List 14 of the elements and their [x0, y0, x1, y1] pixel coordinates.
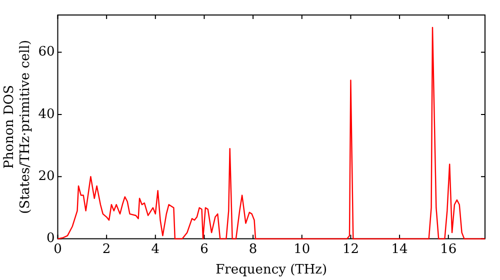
x-tick-label: 8 [248, 242, 258, 257]
x-tick-label: 10 [294, 242, 310, 257]
x-tick-label: 6 [200, 242, 208, 257]
y-tick-label: 60 [38, 44, 55, 60]
x-tick-label: 14 [391, 242, 408, 257]
x-tick-label: 16 [440, 242, 457, 257]
x-tick-label: 4 [151, 242, 160, 257]
y-tick-label: 20 [38, 169, 55, 184]
x-axis-title: Frequency (THz) [216, 262, 328, 278]
y-tick-label: 0 [46, 231, 55, 246]
y-axis-title: Phonon DOS (States/THz·primitive cell) [2, 40, 33, 214]
y-tick-label: 40 [38, 106, 55, 122]
x-tick-label: 12 [342, 242, 359, 257]
x-tick-label: 2 [102, 242, 111, 257]
